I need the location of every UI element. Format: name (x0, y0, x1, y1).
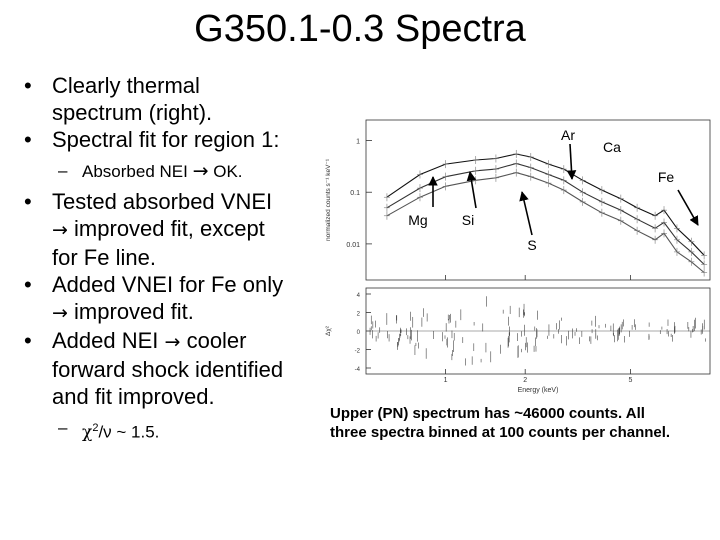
chi-superscript: 2 (92, 422, 99, 434)
axis-labels: Energy (keV) normalized counts s⁻¹ keV⁻¹ Δ… (325, 158, 558, 394)
arrow-s (519, 191, 533, 236)
arrow-icon: → (52, 219, 68, 241)
bullet-1: • Clearly thermal spectrum (right). (24, 72, 324, 126)
caption: Upper (PN) spectrum has ~46000 counts. A… (330, 404, 715, 442)
label-si: Si (462, 212, 474, 228)
upper-panel-frame (365, 119, 711, 281)
label-mg: Mg (408, 212, 427, 228)
bullet-2: • Spectral fit for region 1: (24, 126, 324, 153)
bullet-dot: • (24, 328, 32, 353)
bullet-dot: • (24, 272, 32, 297)
sub-dash: – (58, 161, 68, 180)
bullet-3-line-3: for Fe line. (52, 245, 156, 270)
arrow-icon: → (52, 302, 68, 324)
chi-symbol: χ (82, 422, 93, 443)
axis-ticks: 1 0.1 0.01 1 2 5 4 2 0 -2 -4 (346, 139, 710, 384)
bullet-1-line-2: spectrum (right). (52, 100, 213, 125)
bullet-5-line-2: forward shock identified (52, 357, 284, 382)
bullet-3-line-1: Tested absorbed VNEI (52, 189, 273, 214)
residual-points (369, 296, 706, 366)
spectrum-line-3 (386, 172, 705, 273)
residual-tick-label: 2 (357, 312, 361, 318)
slide-title: G350.1-0.3 Spectra (194, 8, 526, 50)
spectrum-line-1 (386, 153, 705, 256)
caption-line-2: three spectra binned at 100 counts per c… (330, 424, 671, 441)
residual-axis-label: Δχ² (325, 325, 332, 336)
bullet-5-line-3: and fit improved. (52, 384, 215, 409)
arrow-icon: → (164, 331, 181, 353)
bullet-3: • Tested absorbed VNEI → improved fit, e… (24, 188, 324, 271)
arrow-ar (566, 143, 577, 180)
y-tick-label: 1 (356, 139, 360, 146)
x-axis-label: Energy (keV) (518, 387, 559, 394)
sub-1-result: OK. (213, 162, 243, 181)
bullet-4: • Added VNEI for Fe only → improved fit. (24, 271, 324, 327)
arrow-si (466, 171, 477, 209)
sub-bullet-1: – Absorbed NEI → OK. (24, 159, 324, 184)
bullet-1-line-1: Clearly thermal (52, 73, 200, 98)
x-tick-label: 5 (628, 377, 632, 384)
label-ca: Ca (603, 139, 621, 155)
residual-tick-label: -2 (355, 349, 361, 355)
residual-tick-label: 4 (357, 293, 361, 299)
x-tick-label: 1 (444, 377, 448, 384)
bullet-5-line-1: Added NEI (52, 328, 159, 353)
caption-line-1: Upper (PN) spectrum has ~46000 counts. A… (330, 405, 645, 422)
bullet-2-text: Spectral fit for region 1: (52, 127, 280, 152)
bullet-dot: • (24, 73, 32, 98)
spectrum-figure: 1 0.1 0.01 1 2 5 4 2 0 -2 -4 Energy (keV) normalize… (325, 119, 711, 394)
spectrum-line-2 (386, 162, 705, 265)
residual-tick-label: -4 (355, 367, 361, 373)
bullet-dot: • (24, 189, 32, 214)
sub-1-text: Absorbed NEI (82, 162, 188, 181)
bullet-5: • Added NEI → cooler forward shock ident… (24, 327, 324, 410)
y-axis-label: normalized counts s⁻¹ keV⁻¹ (325, 158, 332, 241)
arrow-icon: → (192, 160, 209, 182)
bullet-list: • Clearly thermal spectrum (right). • Sp… (24, 72, 324, 449)
x-tick-label: 2 (523, 377, 527, 384)
y-tick-label: 0.1 (350, 190, 360, 197)
chi-rest: /ν ~ 1.5. (98, 422, 160, 442)
arrow-fe (677, 189, 699, 226)
bullet-4-line-2: improved fit. (74, 299, 194, 324)
sub-bullet-2: – χ2/ν ~ 1.5. (24, 416, 324, 445)
sub-dash: – (58, 418, 68, 437)
line-annotations: Mg Si S Ar Ca Fe (408, 127, 699, 253)
label-fe: Fe (658, 169, 675, 185)
bullet-dot: • (24, 127, 32, 152)
bullet-3-line-2: improved fit, except (74, 216, 265, 241)
bullet-5-line-1b: cooler (186, 328, 247, 353)
residual-tick-label: 0 (357, 330, 361, 336)
label-ar: Ar (561, 127, 575, 143)
y-tick-label: 0.01 (346, 242, 360, 249)
label-s: S (527, 237, 536, 253)
bullet-4-line-1: Added VNEI for Fe only (52, 272, 284, 297)
